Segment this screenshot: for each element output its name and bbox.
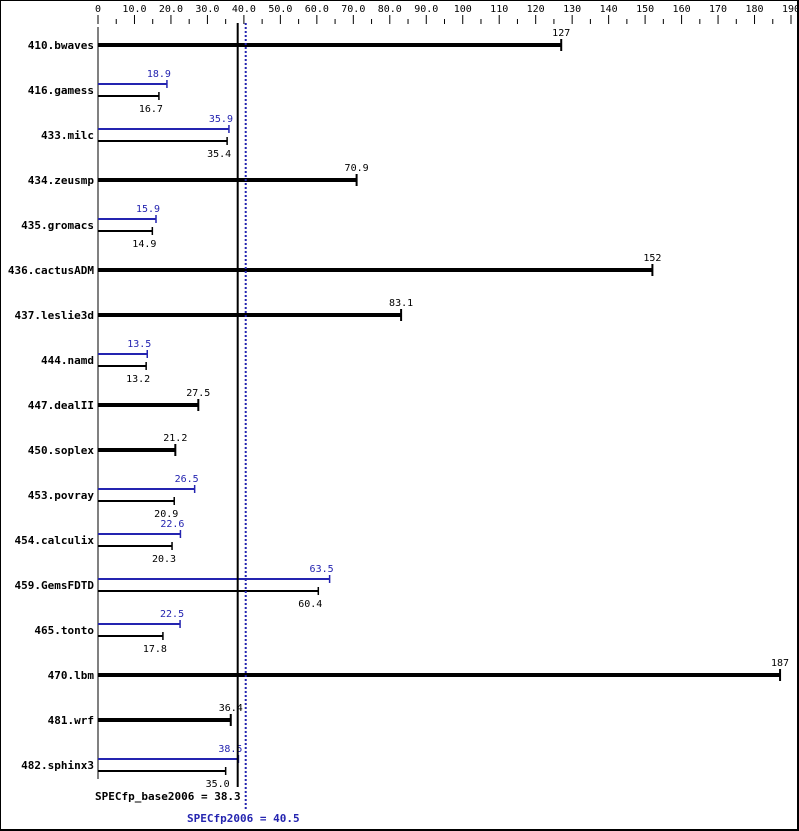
tick-label: 100 — [454, 4, 472, 15]
base-value-label: 35.4 — [207, 149, 231, 160]
peak-value-label: 26.5 — [175, 474, 199, 485]
base-value-label: 35.0 — [206, 779, 230, 790]
base-value-label: 60.4 — [298, 599, 322, 610]
tick-label: 160 — [673, 4, 691, 15]
tick-label: 190 — [782, 4, 799, 15]
base-value-label: 36.4 — [219, 703, 243, 714]
tick-label: 80.0 — [378, 4, 402, 15]
tick-label: 120 — [527, 4, 545, 15]
benchmark-label: 444.namd — [41, 354, 94, 367]
benchmark-label: 410.bwaves — [28, 39, 94, 52]
benchmark-label: 482.sphinx3 — [21, 759, 94, 772]
benchmark-label: 465.tonto — [34, 624, 94, 637]
base-value-label: 16.7 — [139, 104, 163, 115]
tick-label: 180 — [745, 4, 763, 15]
base-value-label: 17.8 — [143, 644, 167, 655]
base-value-label: 14.9 — [132, 239, 156, 250]
base-mean-label: SPECfp_base2006 = 38.3 — [95, 790, 241, 803]
benchmark-label: 433.milc — [41, 129, 94, 142]
peak-value-label: 15.9 — [136, 204, 160, 215]
base-value-label: 83.1 — [389, 298, 413, 309]
base-value-label: 187 — [771, 658, 789, 669]
benchmark-label: 447.dealII — [28, 399, 94, 412]
peak-value-label: 35.9 — [209, 114, 233, 125]
tick-label: 20.0 — [159, 4, 183, 15]
base-value-label: 27.5 — [186, 388, 210, 399]
peak-value-label: 18.9 — [147, 69, 171, 80]
tick-label: 90.0 — [414, 4, 438, 15]
tick-label: 70.0 — [341, 4, 365, 15]
benchmark-label: 435.gromacs — [21, 219, 94, 232]
base-value-label: 20.3 — [152, 554, 176, 565]
base-value-label: 70.9 — [345, 163, 369, 174]
benchmark-label: 434.zeusmp — [28, 174, 95, 187]
tick-label: 140 — [600, 4, 618, 15]
tick-label: 110 — [490, 4, 508, 15]
peak-value-label: 22.5 — [160, 609, 184, 620]
benchmark-label: 470.lbm — [48, 669, 95, 682]
peak-value-label: 63.5 — [310, 564, 334, 575]
base-value-label: 21.2 — [163, 433, 187, 444]
tick-label: 0 — [95, 4, 101, 15]
base-value-label: 152 — [643, 253, 661, 264]
peak-mean-label: SPECfp2006 = 40.5 — [187, 812, 300, 825]
benchmark-label: 454.calculix — [15, 534, 95, 547]
tick-label: 50.0 — [268, 4, 292, 15]
tick-label: 150 — [636, 4, 654, 15]
benchmark-label: 453.povray — [28, 489, 95, 502]
benchmark-label: 437.leslie3d — [15, 309, 94, 322]
benchmark-label: 459.GemsFDTD — [15, 579, 95, 592]
peak-value-label: 38.5 — [218, 744, 242, 755]
benchmark-label: 481.wrf — [48, 714, 94, 727]
tick-label: 10.0 — [122, 4, 146, 15]
peak-value-label: 13.5 — [127, 339, 151, 350]
benchmark-label: 450.soplex — [28, 444, 95, 457]
base-value-label: 127 — [552, 28, 570, 39]
tick-label: 130 — [563, 4, 581, 15]
base-value-label: 13.2 — [126, 374, 150, 385]
tick-label: 60.0 — [305, 4, 329, 15]
tick-label: 30.0 — [195, 4, 219, 15]
tick-label: 170 — [709, 4, 727, 15]
benchmark-label: 436.cactusADM — [8, 264, 94, 277]
base-value-label: 20.9 — [154, 509, 178, 520]
tick-label: 40.0 — [232, 4, 256, 15]
peak-value-label: 22.6 — [160, 519, 184, 530]
benchmark-label: 416.gamess — [28, 84, 94, 97]
